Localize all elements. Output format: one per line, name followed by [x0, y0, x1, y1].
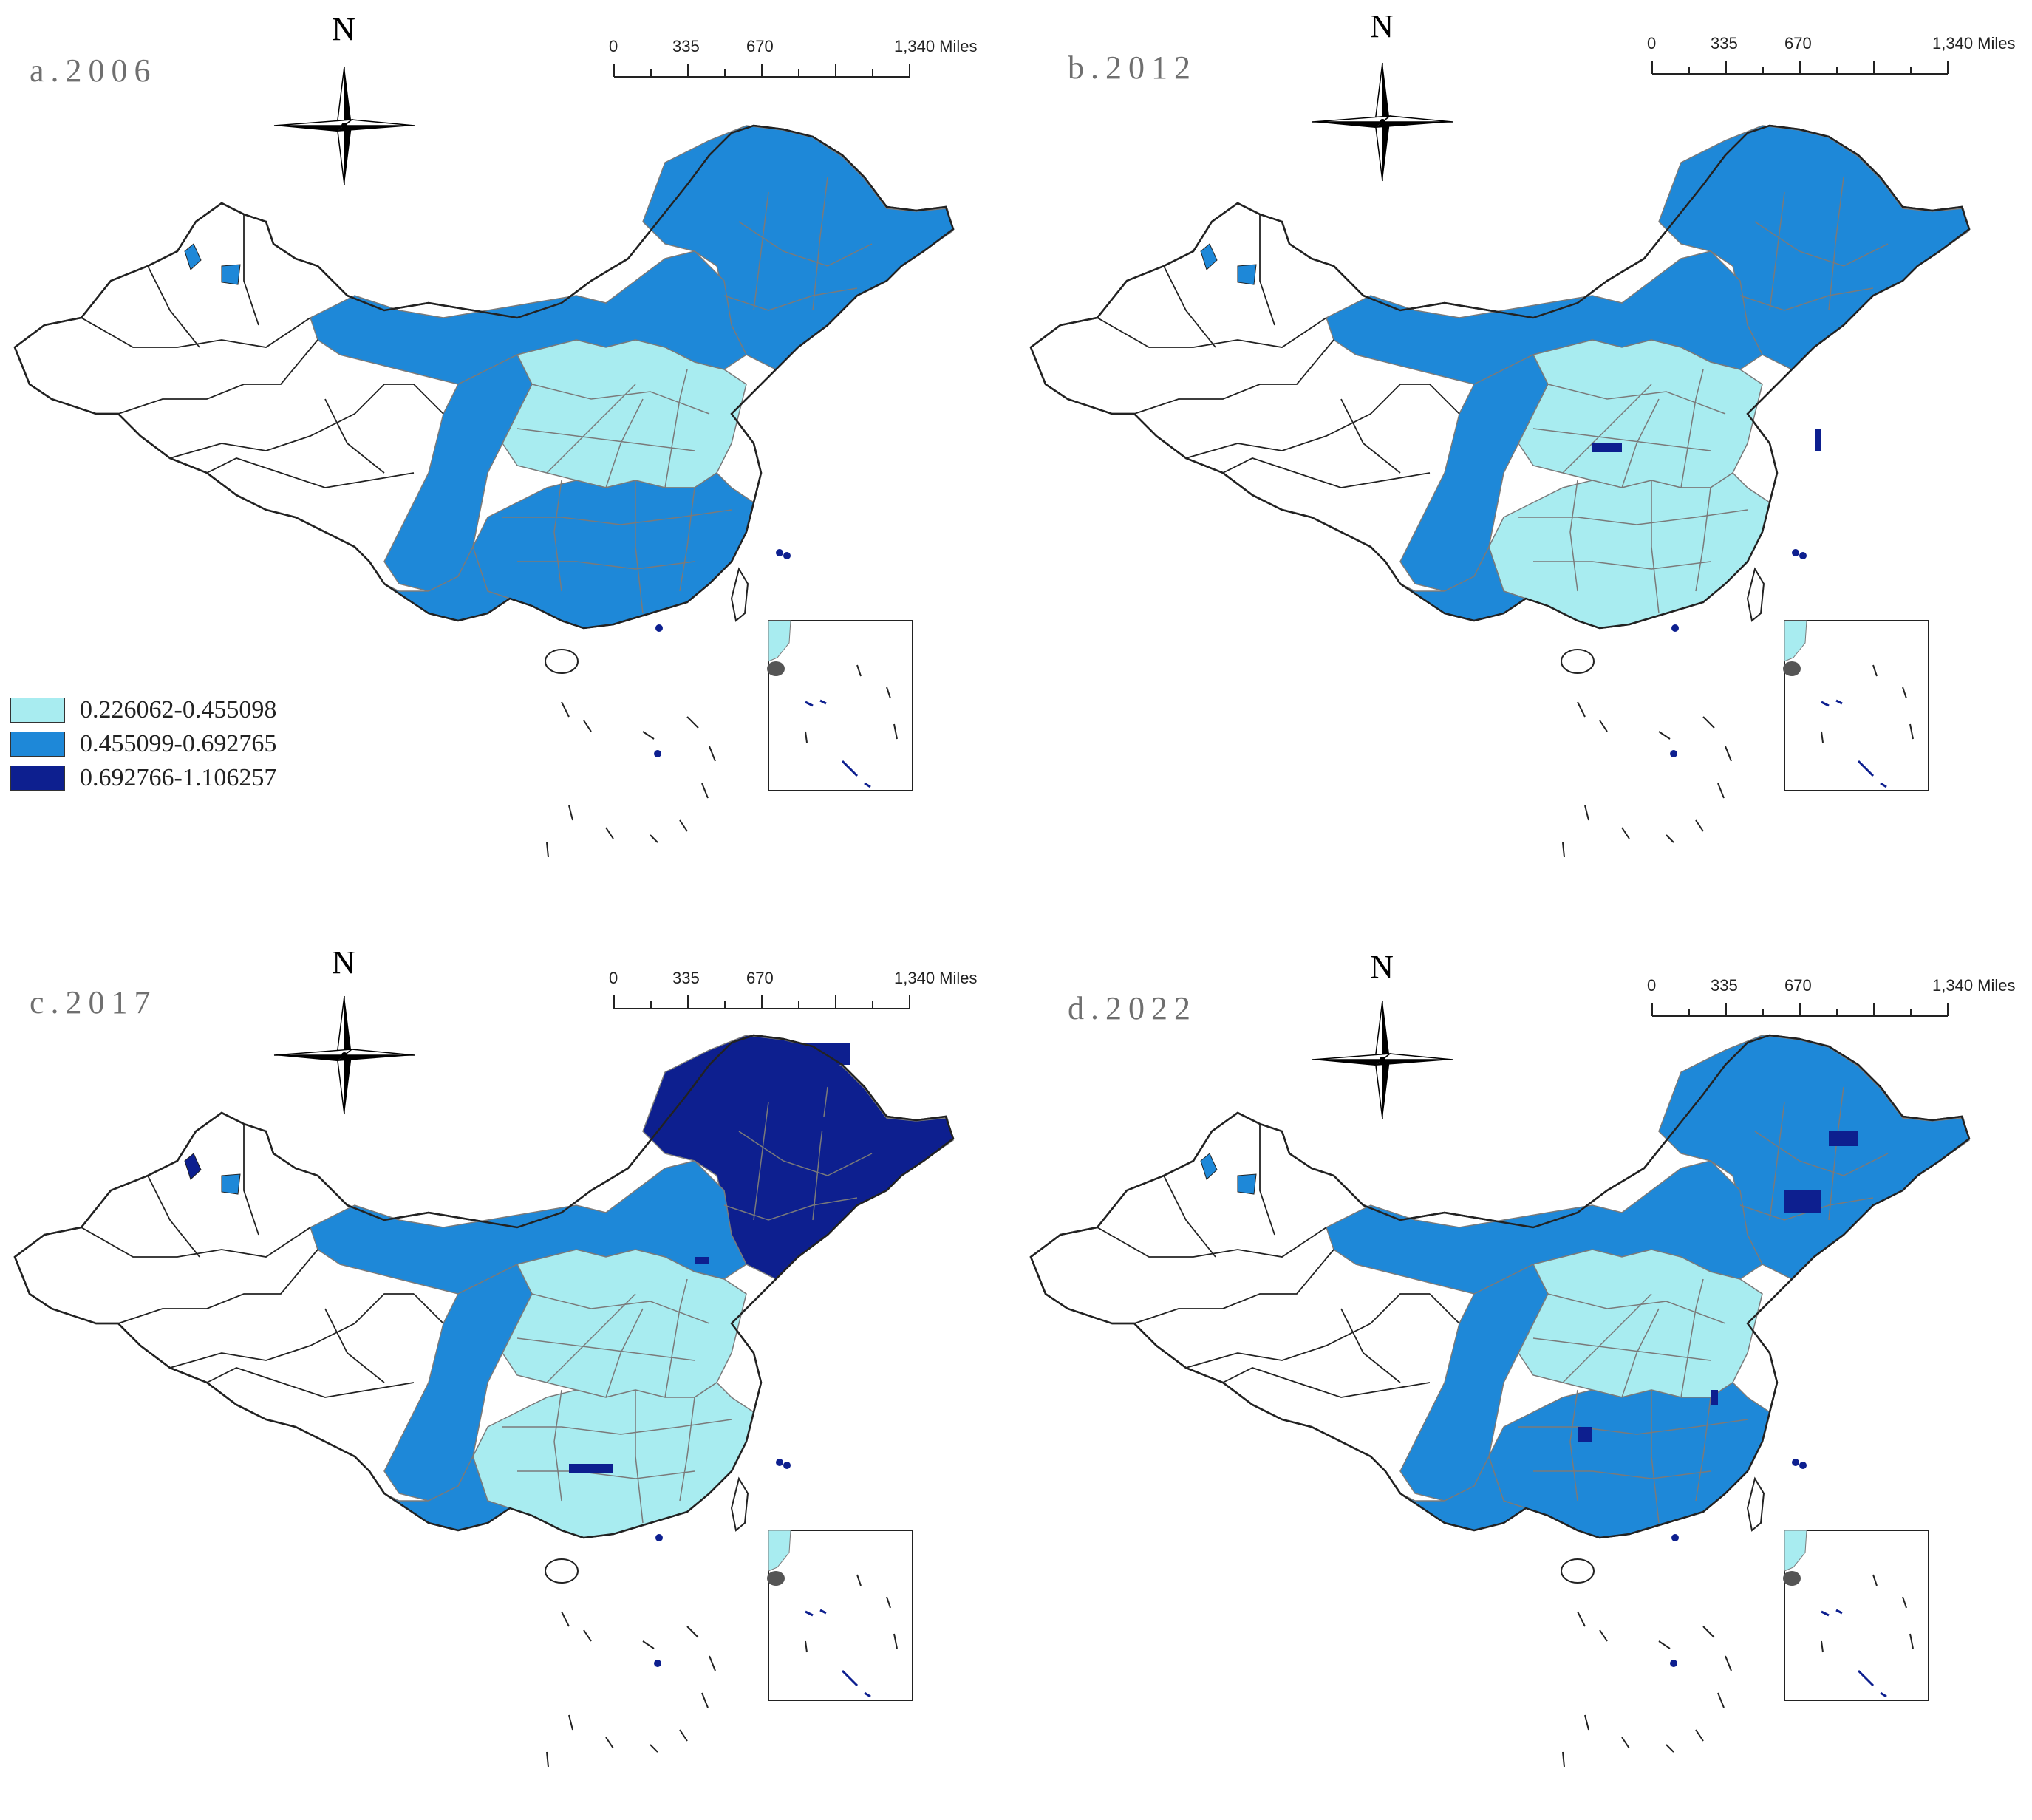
scale-label: 0: [1647, 34, 1657, 52]
region-high-value: [1815, 429, 1821, 451]
panel-title-c: c.2017: [30, 984, 157, 1020]
legend-label-2: 0.455099-0.692765: [80, 730, 277, 757]
legend-swatch-3: [10, 766, 65, 791]
scale-label: 670: [746, 969, 774, 987]
legend-label-1: 0.226062-0.455098: [80, 696, 277, 723]
region-high-value: [695, 1257, 709, 1264]
region-high-value: [1592, 443, 1622, 452]
region-high-value: [739, 1043, 850, 1065]
legend-swatch-2: [10, 732, 65, 757]
region-high-value: [1829, 1131, 1858, 1146]
north-label-c: N: [332, 944, 355, 981]
compass-rose-icon: [1312, 1000, 1453, 1119]
region-high-value: [805, 1117, 835, 1131]
scale-label: 1,340 Miles: [894, 969, 978, 987]
panel-title-b: b.2012: [1068, 50, 1197, 86]
scale-label: 335: [672, 969, 700, 987]
map-d: [1029, 1034, 1971, 1768]
map-a: [13, 124, 955, 858]
legend-label-3: 0.692766-1.106257: [80, 764, 277, 791]
panel-a: a.2006 N 0 335 670 1,340 Miles 0.226062-0.4…: [0, 0, 1016, 910]
north-label-b: N: [1370, 8, 1394, 44]
region-high-value: [1578, 1427, 1592, 1442]
scale-bar-line: [613, 995, 910, 1009]
region-high-value: [569, 1464, 613, 1473]
legend-swatch-1: [10, 698, 65, 723]
region-high-value: [1711, 1390, 1718, 1405]
scale-label: 0: [1647, 976, 1657, 995]
scale-label: 335: [672, 37, 700, 55]
scale-bar-line: [1651, 1003, 1949, 1017]
scale-bar-line: [1651, 61, 1949, 75]
compass-rose-icon: [1312, 62, 1453, 182]
scale-label: 670: [1784, 34, 1812, 52]
scale-label: 0: [609, 37, 618, 55]
scale-label: 1,340 Miles: [1932, 34, 2016, 52]
compass-rose-icon: [273, 995, 415, 1115]
scale-label: 1,340 Miles: [1932, 976, 2016, 995]
map-b: [1029, 124, 1971, 858]
north-label-d: N: [1370, 949, 1394, 985]
scale-label: 1,340 Miles: [894, 37, 978, 55]
scale-label: 670: [1784, 976, 1812, 995]
scale-label: 0: [609, 969, 618, 987]
compass-rose-icon: [273, 66, 415, 185]
scale-label: 335: [1711, 34, 1738, 52]
scale-bar-line: [613, 64, 910, 78]
panel-b: b.2012 N 0 335 670 1,340 Miles: [1016, 0, 2032, 910]
panel-d: d.2022 N 0 335 670 1,340 Miles: [1016, 910, 2032, 1819]
panel-title-d: d.2022: [1068, 990, 1197, 1026]
region-high-value: [1784, 1190, 1821, 1213]
panel-c: c.2017 N 0 335 670 1,340 Miles: [0, 910, 1016, 1819]
north-label-a: N: [332, 11, 355, 47]
map-c: [13, 1034, 955, 1768]
panel-title-a: a.2006: [30, 52, 157, 89]
scale-label: 335: [1711, 976, 1738, 995]
scale-label: 670: [746, 37, 774, 55]
